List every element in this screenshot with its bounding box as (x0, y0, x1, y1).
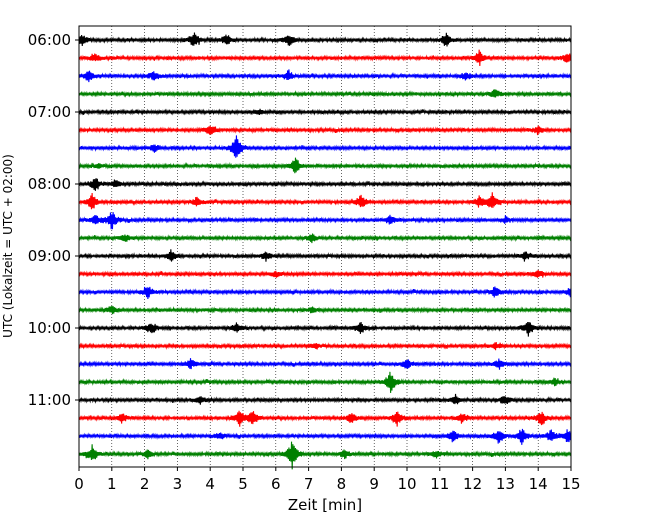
x-tick-label: 6 (271, 475, 281, 493)
seismogram-trace (78, 286, 572, 300)
x-tick-label: 0 (74, 475, 84, 493)
seismogram-trace (78, 89, 572, 98)
seismogram-trace (78, 233, 572, 244)
x-tick-label: 13 (496, 475, 515, 493)
seismogram-trace (78, 178, 572, 191)
y-tick-label: 09:00 (28, 247, 71, 265)
y-axis-label: UTC (Lokalzeit = UTC + 02:00) (1, 154, 15, 338)
y-tick-label: 08:00 (28, 175, 71, 193)
seismogram-trace (78, 135, 572, 158)
x-axis-label: Zeit [min] (288, 496, 362, 514)
seismogram-trace (78, 321, 572, 337)
x-axis-ticks: 0 1 2 3 4 5 6 7 8 9 10 11 12 13 14 15 (74, 467, 581, 493)
y-axis-ticks: 06:00 07:00 08:00 09:00 10:00 11:00 (28, 31, 79, 409)
x-tick-label: 9 (369, 475, 379, 493)
plot-frame (78, 25, 572, 468)
x-tick-label: 15 (561, 475, 580, 493)
seismogram-trace (78, 32, 572, 47)
seismogram-trace (78, 269, 572, 278)
x-tick-label: 2 (140, 475, 150, 493)
y-tick-label: 06:00 (28, 31, 71, 49)
plot-background (79, 26, 571, 467)
x-tick-label: 5 (238, 475, 248, 493)
x-tick-label: 8 (337, 475, 347, 493)
x-tick-label: 4 (205, 475, 215, 493)
x-tick-label: 11 (430, 475, 449, 493)
x-tick-label: 12 (463, 475, 482, 493)
y-tick-label: 07:00 (28, 103, 71, 121)
seismogram-trace (78, 428, 572, 445)
seismogram-trace (78, 410, 572, 427)
x-tick-label: 14 (529, 475, 548, 493)
seismogram-trace (78, 358, 572, 370)
seismogram-trace (78, 305, 572, 315)
seismogram-trace (78, 49, 572, 67)
seismogram-traces (78, 32, 572, 470)
y-tick-label: 11:00 (28, 391, 71, 409)
seismogram-trace (78, 157, 572, 174)
seismogram-trace (78, 342, 572, 351)
x-tick-label: 10 (397, 475, 416, 493)
seismogram-trace (78, 192, 572, 210)
x-tick-label: 7 (304, 475, 314, 493)
seismogram-trace (78, 69, 572, 83)
seismogram-trace (78, 212, 572, 230)
seismogram-trace (78, 108, 572, 116)
x-tick-label: 1 (107, 475, 117, 493)
seismogram-trace (78, 125, 572, 136)
seismogram-trace (78, 441, 572, 470)
x-tick-label: 3 (173, 475, 183, 493)
y-tick-label: 10:00 (28, 319, 71, 337)
seismogram-trace (78, 393, 572, 405)
seismogram-trace (78, 371, 572, 393)
seismogram-trace (78, 249, 572, 262)
